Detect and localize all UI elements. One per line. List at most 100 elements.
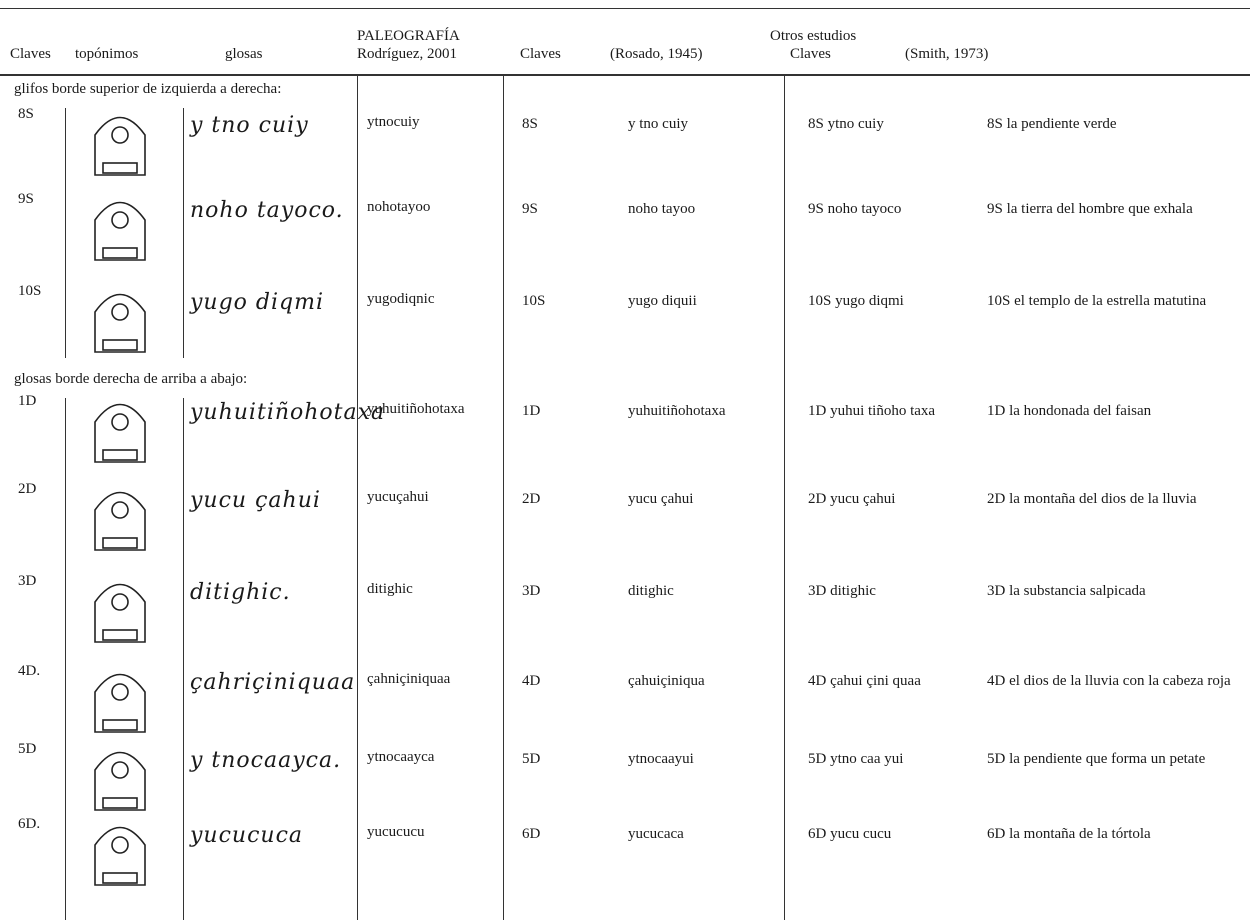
rosado-clave: 6D [522,826,541,842]
glosa-handwritten: noho tayoco. [190,198,344,223]
paleografia: ditighic [367,581,413,597]
glyph-stroke [111,126,129,144]
smith-traduccion: 3D la substancia salpicada [987,583,1146,599]
glosa-handwritten: yucucuca [190,823,304,848]
smith-traduccion: 10S el templo de la estrella matutina [987,293,1207,309]
glosa-handwritten: y tnocaayca. [190,748,342,773]
glyph-stroke [111,413,129,431]
rosado: yucu çahui [628,491,694,507]
paleografia: ytnocaayca [367,749,435,765]
clave: 8S [18,106,34,122]
column-header: Claves [790,46,831,62]
smith-traduccion: 4D el dios de la lluvia con la cabeza ro… [987,673,1231,689]
rosado-clave: 1D [522,403,541,419]
paleografia: yuhuitiñohotaxa [367,401,465,417]
rosado: yugo diquii [628,293,697,309]
glyph-stroke [94,293,146,353]
smith-traduccion: 5D la pendiente que forma un petate [987,751,1206,767]
smith-traduccion: 9S la tierra del hombre que exhala [987,201,1193,217]
glosa-handwritten: y tno cuiy [190,113,309,138]
glyph-stroke [94,673,146,733]
clave: 6D. [18,816,41,832]
smith: 2D yucu çahui [808,491,896,507]
glyph-stroke [102,247,138,259]
column-header: Claves [10,46,51,62]
rosado-clave: 10S [522,293,546,309]
paleografia: yucuçahui [367,489,429,505]
glyph-stroke [102,872,138,884]
rule [503,75,504,920]
glyph-stroke [102,449,138,461]
smith: 8S ytno cuiy [808,116,884,132]
rosado: ytnocaayui [628,751,694,767]
rosado-clave: 4D [522,673,541,689]
glyph-stroke [111,303,129,321]
rosado: yucucaca [628,826,684,842]
glyph-stroke [102,162,138,174]
paleografia: yucucucu [367,824,425,840]
glyph-stroke [94,491,146,551]
smith: 4D çahui çini quaa [808,673,921,689]
glyph-stroke [111,683,129,701]
glyph-stroke [94,583,146,643]
glyph-stroke [102,629,138,641]
glyph-stroke [102,537,138,549]
rule [784,75,785,920]
smith: 1D yuhui tiñoho taxa [808,403,936,419]
glyph-stroke [111,501,129,519]
paleografia: çahniçiniquaa [367,671,451,687]
paleografia: yugodiqnic [367,291,435,307]
smith-traduccion: 1D la hondonada del faisan [987,403,1152,419]
rosado: yuhuitiñohotaxa [628,403,726,419]
glyph-stroke [111,836,129,854]
glyph-stroke [102,797,138,809]
rosado-clave: 2D [522,491,541,507]
glyph-stroke [94,403,146,463]
glosa-handwritten: yuhuitiñohotaxa [190,400,386,425]
clave: 4D. [18,663,41,679]
rule [183,108,184,358]
paleografia: ytnocuiy [367,114,420,130]
glosa-handwritten: yucu çahui [190,488,321,513]
clave: 2D [18,481,37,497]
smith: 3D ditighic [808,583,876,599]
glyph-stroke [102,339,138,351]
column-header: PALEOGRAFÍA [357,28,460,44]
clave: 10S [18,283,42,299]
group-header: Otros estudios [770,28,857,44]
smith: 10S yugo diqmi [808,293,904,309]
section-label: glifos borde superior de izquierda a der… [14,81,282,97]
smith-traduccion: 6D la montaña de la tórtola [987,826,1151,842]
rule [357,75,358,920]
rule [65,398,66,920]
clave: 9S [18,191,34,207]
clave: 5D [18,741,37,757]
glyph-stroke [111,761,129,779]
rosado-clave: 8S [522,116,538,132]
smith: 9S noho tayoco [808,201,902,217]
rosado: çahuiçiniqua [628,673,705,689]
rosado: noho tayoo [628,201,696,217]
section-label: glosas borde derecha de arriba a abajo: [14,371,248,387]
glosa-handwritten: ditighic. [190,580,291,605]
glyph-stroke [102,719,138,731]
glyph-stroke [94,201,146,261]
rosado: y tno cuiy [628,116,688,132]
rosado: ditighic [628,583,674,599]
smith: 6D yucu cucu [808,826,892,842]
column-header: (Smith, 1973) [905,46,989,62]
rule [0,74,1250,76]
column-header: (Rosado, 1945) [610,46,703,62]
glyph-stroke [94,826,146,886]
smith-traduccion: 2D la montaña del dios de la lluvia [987,491,1197,507]
clave: 3D [18,573,37,589]
column-header: Rodríguez, 2001 [357,46,457,62]
rule [65,108,66,358]
glyph-stroke [94,751,146,811]
column-header: glosas [225,46,263,62]
clave: 1D [18,393,37,409]
smith: 5D ytno caa yui [808,751,904,767]
glyph-stroke [111,593,129,611]
